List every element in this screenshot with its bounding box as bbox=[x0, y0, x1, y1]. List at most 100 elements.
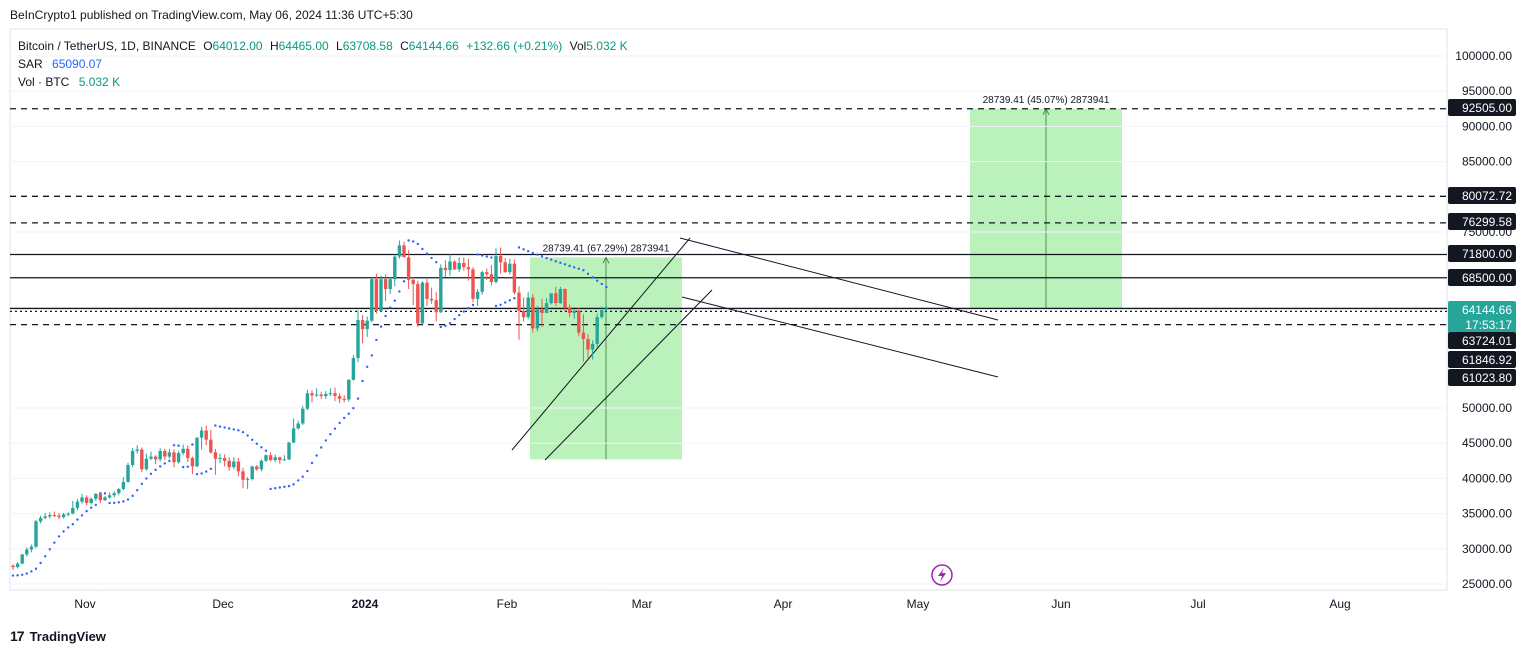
candle-body[interactable] bbox=[25, 549, 29, 555]
candle-body[interactable] bbox=[310, 393, 314, 396]
candle-body[interactable] bbox=[181, 448, 185, 454]
candle-body[interactable] bbox=[213, 452, 218, 459]
candle-body[interactable] bbox=[121, 481, 126, 489]
candle-body[interactable] bbox=[34, 521, 38, 547]
candle-body[interactable] bbox=[590, 343, 595, 350]
candle-body[interactable] bbox=[581, 332, 586, 340]
price-marker-badge[interactable] bbox=[1448, 245, 1516, 262]
candle-body[interactable] bbox=[75, 501, 80, 508]
candle-body[interactable] bbox=[383, 279, 388, 290]
candle-body[interactable] bbox=[273, 457, 277, 461]
candle-body[interactable] bbox=[153, 456, 158, 460]
candle-body[interactable] bbox=[351, 358, 356, 380]
candle-body[interactable] bbox=[494, 255, 498, 282]
candle-body[interactable] bbox=[439, 267, 443, 313]
symbol-title[interactable]: Bitcoin / TetherUS, 1D, BINANCE bbox=[18, 39, 196, 53]
price-marker-badge[interactable] bbox=[1448, 187, 1516, 204]
candle-body[interactable] bbox=[379, 279, 383, 311]
candle-body[interactable] bbox=[98, 493, 103, 501]
candle-body[interactable] bbox=[20, 554, 24, 564]
candle-body[interactable] bbox=[370, 279, 374, 321]
candle-body[interactable] bbox=[135, 449, 139, 451]
candle-body[interactable] bbox=[586, 339, 590, 350]
candle-body[interactable] bbox=[337, 396, 342, 399]
price-marker-badge[interactable] bbox=[1448, 99, 1516, 116]
candle-body[interactable] bbox=[282, 459, 287, 461]
price-marker-badge[interactable] bbox=[1448, 369, 1516, 386]
candle-body[interactable] bbox=[218, 457, 222, 459]
price-marker-badge[interactable] bbox=[1448, 213, 1516, 230]
candle-body[interactable] bbox=[600, 310, 604, 318]
price-marker-badge[interactable] bbox=[1448, 301, 1516, 333]
legend-volume-row[interactable]: Vol · BTC 5.032 K bbox=[18, 73, 628, 91]
candle-body[interactable] bbox=[462, 262, 466, 268]
price-marker-badge[interactable] bbox=[1448, 332, 1516, 349]
candle-body[interactable] bbox=[365, 320, 369, 330]
candle-body[interactable] bbox=[420, 282, 425, 324]
candle-body[interactable] bbox=[15, 563, 20, 568]
candle-body[interactable] bbox=[572, 310, 576, 313]
candle-body[interactable] bbox=[186, 448, 190, 458]
candle-body[interactable] bbox=[38, 517, 43, 522]
candle-body[interactable] bbox=[416, 284, 420, 324]
candle-body[interactable] bbox=[475, 291, 480, 299]
candle-body[interactable] bbox=[204, 430, 208, 440]
candle-body[interactable] bbox=[291, 428, 296, 443]
price-marker-badge[interactable] bbox=[1448, 351, 1516, 368]
candle-body[interactable] bbox=[549, 293, 553, 304]
candle-body[interactable] bbox=[52, 515, 57, 517]
candle-body[interactable] bbox=[544, 303, 549, 313]
candle-body[interactable] bbox=[130, 450, 135, 466]
candle-body[interactable] bbox=[195, 437, 199, 467]
candle-body[interactable] bbox=[503, 262, 507, 273]
candle-body[interactable] bbox=[406, 257, 411, 280]
candle-body[interactable] bbox=[167, 452, 172, 457]
candle-body[interactable] bbox=[241, 471, 245, 480]
candle-body[interactable] bbox=[517, 292, 521, 311]
candle-body[interactable] bbox=[567, 308, 572, 313]
candle-body[interactable] bbox=[480, 272, 484, 292]
candle-body[interactable] bbox=[319, 394, 323, 397]
trend-channel-line[interactable] bbox=[544, 289, 713, 461]
candle-body[interactable] bbox=[604, 308, 609, 310]
candle-body[interactable] bbox=[526, 297, 530, 318]
candle-body[interactable] bbox=[443, 267, 448, 271]
candle-body[interactable] bbox=[61, 514, 66, 518]
candle-body[interactable] bbox=[163, 450, 167, 457]
candle-body[interactable] bbox=[577, 310, 581, 333]
candle-body[interactable] bbox=[209, 439, 213, 453]
candle-body[interactable] bbox=[103, 497, 107, 501]
candle-body[interactable] bbox=[397, 245, 402, 257]
candle-body[interactable] bbox=[227, 460, 231, 468]
candle-body[interactable] bbox=[324, 393, 328, 397]
candle-body[interactable] bbox=[457, 262, 461, 270]
candle-body[interactable] bbox=[531, 297, 535, 329]
candle-body[interactable] bbox=[512, 263, 517, 293]
candle-body[interactable] bbox=[268, 455, 273, 461]
candle-body[interactable] bbox=[264, 455, 268, 461]
candle-body[interactable] bbox=[199, 430, 204, 438]
trend-channel-line[interactable] bbox=[679, 237, 999, 321]
trend-channel-line[interactable] bbox=[681, 296, 999, 378]
candle-body[interactable] bbox=[190, 457, 195, 467]
candle-body[interactable] bbox=[314, 394, 319, 396]
candle-body[interactable] bbox=[508, 263, 512, 273]
trend-channel-line[interactable] bbox=[511, 237, 691, 451]
candle-body[interactable] bbox=[452, 261, 457, 270]
candle-body[interactable] bbox=[11, 565, 15, 568]
candle-body[interactable] bbox=[305, 393, 310, 409]
candle-body[interactable] bbox=[48, 515, 52, 517]
candle-body[interactable] bbox=[540, 309, 544, 313]
lightning-icon[interactable] bbox=[931, 564, 953, 586]
candle-body[interactable] bbox=[296, 423, 300, 429]
candle-body[interactable] bbox=[360, 320, 365, 330]
candle-body[interactable] bbox=[84, 497, 89, 504]
candle-body[interactable] bbox=[595, 317, 599, 344]
candle-body[interactable] bbox=[434, 300, 438, 313]
candle-body[interactable] bbox=[485, 272, 489, 275]
candle-body[interactable] bbox=[429, 298, 434, 301]
candle-body[interactable] bbox=[144, 458, 149, 470]
legend-sar-row[interactable]: SAR 65090.07 bbox=[18, 55, 628, 73]
candle-body[interactable] bbox=[222, 457, 227, 461]
